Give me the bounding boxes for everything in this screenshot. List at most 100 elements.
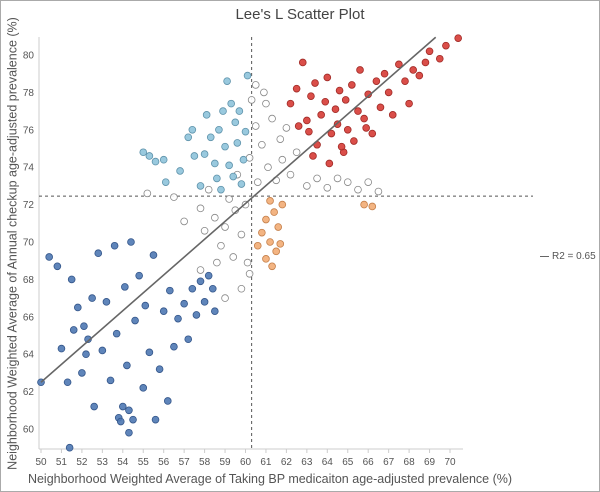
- scatter-point: [65, 443, 74, 452]
- scatter-point: [239, 155, 248, 164]
- scatter-point: [272, 247, 280, 256]
- y-tick-label: 62: [23, 387, 35, 398]
- scatter-point: [282, 124, 291, 132]
- scatter-point: [145, 348, 154, 357]
- trendline-legend-swatch: [540, 255, 549, 257]
- scatter-point: [223, 77, 231, 85]
- scatter-point: [253, 178, 262, 186]
- scatter-point: [217, 241, 225, 250]
- scatter-point: [350, 137, 358, 145]
- scatter-point: [196, 204, 205, 213]
- scatter-point: [204, 185, 213, 194]
- scatter-point: [278, 200, 287, 209]
- scatter-point: [245, 269, 254, 278]
- scatter-point: [217, 185, 225, 194]
- scatter-point: [139, 148, 148, 157]
- scatter-point: [159, 155, 168, 164]
- scatter-point: [442, 41, 450, 50]
- scatter-point: [125, 406, 133, 415]
- scatter-point: [368, 129, 377, 138]
- scatter-point: [266, 238, 274, 246]
- scatter-point: [278, 155, 287, 164]
- scatter-point: [200, 150, 209, 158]
- scatter-point: [251, 122, 260, 130]
- scatter-point: [235, 107, 244, 115]
- scatter-point: [321, 97, 330, 106]
- scatter-point: [215, 126, 223, 134]
- scatter-point: [149, 251, 158, 259]
- scatter-point: [317, 111, 325, 119]
- scatter-point: [231, 118, 240, 127]
- scatter-point: [166, 286, 174, 295]
- scatter-point: [435, 54, 444, 63]
- scatter-point: [454, 34, 462, 42]
- scatter-point: [309, 152, 317, 160]
- scatter-point: [311, 79, 319, 87]
- scatter-point: [129, 415, 137, 424]
- scatter-point: [395, 60, 403, 69]
- scatter-point: [225, 161, 233, 170]
- scatter-point: [119, 402, 127, 411]
- scatter-point: [155, 365, 164, 373]
- scatter-point: [409, 66, 417, 74]
- x-tick-label: 53: [97, 457, 109, 468]
- scatter-point: [161, 178, 170, 186]
- scatter-point: [151, 415, 160, 424]
- x-tick-label: 61: [260, 457, 272, 468]
- x-tick-label: 62: [281, 457, 293, 468]
- scatter-point: [53, 262, 62, 271]
- scatter-point: [139, 384, 148, 392]
- x-tick-label: 64: [322, 457, 334, 468]
- scatter-point: [84, 335, 92, 344]
- scatter-point: [229, 172, 238, 181]
- scatter-point: [211, 159, 219, 168]
- legend-r2: R2 = 0.65: [540, 251, 596, 262]
- scatter-point: [237, 230, 246, 239]
- scatter-point: [80, 322, 88, 330]
- scatter-point: [159, 307, 168, 315]
- x-tick-label: 51: [56, 457, 68, 468]
- scatter-point: [67, 275, 76, 284]
- scatter-point: [376, 103, 385, 112]
- scatter-point: [200, 226, 209, 235]
- scatter-point: [206, 133, 215, 142]
- x-tick-label: 69: [424, 457, 436, 468]
- x-tick-label: 70: [444, 457, 456, 468]
- x-axis-label: Neighborhood Weighted Average of Taking …: [27, 472, 513, 486]
- scatter-point: [270, 208, 278, 216]
- scatter-point: [45, 253, 53, 261]
- scatter-point: [192, 311, 201, 319]
- scatter-point: [180, 217, 188, 226]
- scatter-point: [401, 77, 409, 85]
- scatter-point: [180, 299, 188, 308]
- scatter-point: [57, 344, 66, 353]
- scatter-point: [264, 163, 272, 172]
- scatter-point: [211, 213, 219, 222]
- scatter-point: [196, 266, 205, 274]
- scatter-point: [221, 142, 229, 151]
- scatter-point: [364, 178, 373, 186]
- x-tick-label: 68: [404, 457, 416, 468]
- scatter-point: [121, 283, 129, 291]
- scatter-point: [372, 77, 381, 85]
- scatter-point: [294, 122, 303, 130]
- scatter-point: [341, 96, 350, 104]
- scatter-point: [268, 262, 276, 271]
- scatter-point: [98, 346, 107, 355]
- scatter-point: [219, 107, 227, 115]
- scatter-point: [221, 294, 229, 302]
- scatter-point: [262, 99, 270, 108]
- scatter-point: [127, 238, 135, 246]
- scatter-point: [237, 180, 246, 188]
- scatter-point: [123, 361, 131, 370]
- scatter-point: [221, 223, 229, 231]
- scatter-point: [251, 81, 260, 89]
- scatter-point: [327, 129, 336, 138]
- scatter-point: [258, 140, 266, 149]
- scatter-point: [243, 258, 252, 267]
- y-tick-label: 76: [23, 125, 35, 136]
- scatter-point: [384, 88, 393, 97]
- scatter-point: [286, 99, 295, 108]
- scatter-point: [354, 107, 362, 115]
